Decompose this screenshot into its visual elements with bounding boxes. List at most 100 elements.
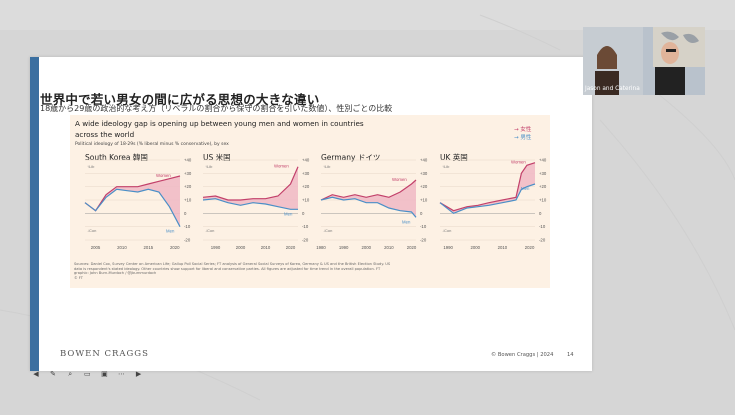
women-line	[84, 175, 181, 212]
women-line	[202, 166, 299, 201]
y-tick-label: +40	[302, 158, 310, 163]
y-tick-label: -10	[539, 224, 546, 229]
y-tick-label: +20	[420, 184, 428, 189]
x-tick-label: 2015	[144, 245, 154, 250]
men-label: Men	[521, 186, 530, 191]
x-tick-label: 1990	[443, 245, 453, 250]
webcam-scene	[583, 27, 705, 95]
x-tick-label: 2010	[498, 245, 508, 250]
gap-area	[85, 176, 180, 227]
y-tick-label: -20	[302, 238, 309, 243]
x-tick-label: 2010	[261, 245, 271, 250]
y-tick-label: -10	[420, 224, 427, 229]
x-tick-label: 1990	[211, 245, 221, 250]
chart-subheading: Political ideology of 18-29s (% liberal …	[75, 142, 229, 147]
axis-annotation-lib: ↑Lib	[205, 164, 213, 169]
slide-title: 世界中で若い男女の間に広がる思想の大きな違い	[40, 92, 320, 107]
women-line	[439, 162, 536, 212]
x-tick-label: 2005	[91, 245, 101, 250]
back-arrow-icon[interactable]: ◀	[33, 370, 39, 378]
y-tick-label: +10	[539, 198, 547, 203]
y-tick-label: 0	[184, 211, 187, 216]
legend-women: → 女性	[514, 127, 532, 133]
women-label: Women	[511, 160, 526, 165]
y-tick-label: 0	[302, 211, 305, 216]
men-label: Men	[166, 229, 175, 234]
copyright-text: © Bowen Craggs | 2024	[491, 352, 554, 358]
forward-arrow-icon[interactable]: ▶	[135, 370, 142, 378]
slide-subtitle: 18歳から29歳の政治的な考え方（リベラルの割合から保守の割合を引いた数値）、性…	[40, 104, 393, 113]
slide-accent-bar	[30, 57, 39, 371]
x-tick-label: 2000	[361, 245, 371, 250]
panel-title-uk: UK 英国	[440, 153, 468, 162]
y-tick-label: -20	[420, 238, 427, 243]
y-tick-label: -10	[302, 224, 309, 229]
y-tick-label: +20	[302, 184, 310, 189]
women-label: Women	[392, 177, 407, 182]
women-label: Women	[156, 173, 171, 178]
gap-area	[203, 166, 298, 210]
panel-title-us: US 米国	[203, 153, 231, 162]
gap-area	[321, 180, 416, 218]
y-tick-label: +20	[539, 184, 547, 189]
axis-annotation-lib: ↑Lib	[442, 164, 450, 169]
company-logo: BOWEN CRAGGS	[60, 349, 149, 359]
more-icon[interactable]: ⋯	[117, 370, 125, 378]
y-tick-label: +10	[302, 198, 310, 203]
y-tick-label: 0	[420, 211, 423, 216]
y-tick-label: +40	[420, 158, 428, 163]
x-tick-label: 2020	[525, 245, 535, 250]
presentation-toolbar: ◀ ✎ ⌕ ▭ ▣ ⋯ ▶	[32, 361, 147, 378]
y-tick-label: +10	[184, 198, 192, 203]
panel-title-germany: Germany ドイツ	[321, 153, 381, 162]
men-label: Men	[402, 219, 411, 224]
chart-source-copyright: © FT	[74, 275, 83, 280]
x-tick-label: 1990	[339, 245, 349, 250]
chart-legend: → 女性 → 男性	[514, 126, 531, 142]
chart-heading: A wide ideology gap is opening up betwee…	[75, 119, 364, 139]
chart-panel	[70, 115, 550, 288]
webcam-video: Jason and Caterina	[583, 27, 705, 95]
camera-icon[interactable]: ▣	[101, 370, 108, 378]
chart-source: Sources: Daniel Cox, Survey Center on Am…	[74, 262, 394, 280]
panel-title-korea: South Korea 韓国	[85, 153, 148, 162]
x-tick-label: 2000	[471, 245, 481, 250]
y-tick-label: +10	[420, 198, 428, 203]
y-tick-label: -10	[184, 224, 191, 229]
x-tick-label: 2010	[117, 245, 127, 250]
webcam-name-label: Jason and Caterina	[585, 86, 640, 92]
y-tick-label: +30	[302, 171, 310, 176]
x-tick-label: 2000	[236, 245, 246, 250]
axis-annotation-con: ↓Con	[205, 228, 214, 233]
browser-background	[0, 0, 735, 30]
x-tick-label: 2020	[286, 245, 296, 250]
pen-icon[interactable]: ✎	[50, 370, 57, 378]
x-tick-label: 1980	[316, 245, 326, 250]
y-tick-label: +20	[184, 184, 192, 189]
y-tick-label: +30	[184, 171, 192, 176]
y-tick-label: -20	[539, 238, 546, 243]
x-tick-label: 2020	[407, 245, 417, 250]
zoom-icon[interactable]: ⌕	[68, 370, 73, 378]
y-tick-label: +40	[539, 158, 547, 163]
y-tick-label: -20	[184, 238, 191, 243]
y-tick-label: +40	[184, 158, 192, 163]
page-number: 14	[567, 352, 574, 358]
y-tick-label: +30	[539, 171, 547, 176]
axis-annotation-con: ↓Con	[442, 228, 451, 233]
legend-men: → 男性	[514, 135, 532, 141]
women-label: Women	[274, 164, 289, 169]
women-line	[320, 179, 417, 201]
axis-annotation-con: ↓Con	[87, 228, 96, 233]
men-label: Men	[284, 211, 293, 216]
y-tick-label: 0	[539, 211, 542, 216]
x-tick-label: 2010	[384, 245, 394, 250]
ideology-charts: +40 +30 +20 +10 0 -10 -20 2005 2010 2015 2020 ↑Lib ↓…	[84, 158, 547, 250]
y-tick-label: +30	[420, 171, 428, 176]
men-line	[202, 198, 298, 210]
men-line	[320, 196, 417, 218]
chart-source-text: Sources: Daniel Cox, Survey Center on Am…	[74, 262, 391, 276]
subtitles-icon[interactable]: ▭	[83, 370, 91, 378]
axis-annotation-lib: ↑Lib	[87, 164, 95, 169]
axis-annotation-con: ↓Con	[323, 228, 332, 233]
